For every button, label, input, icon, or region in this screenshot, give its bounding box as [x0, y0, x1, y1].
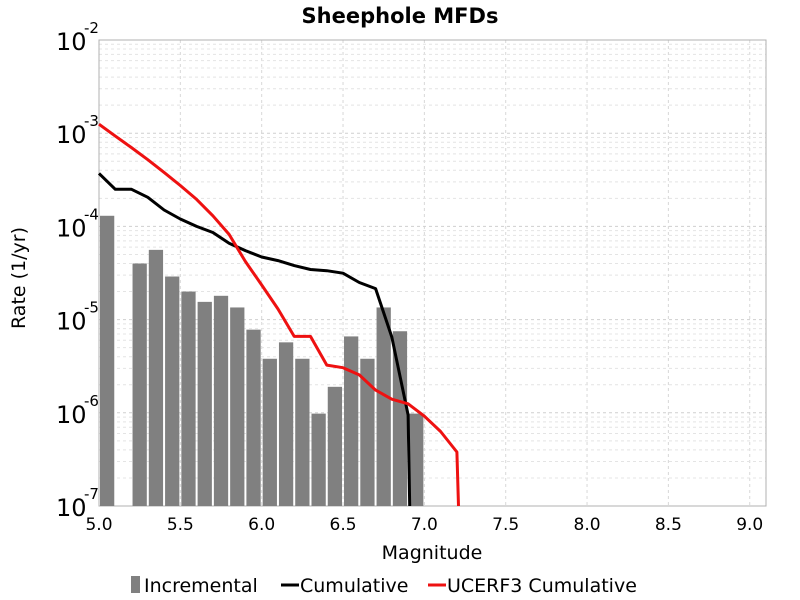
cumulative-line	[97, 172, 412, 507]
chart-title: Sheephole MFDs	[302, 4, 499, 28]
y-axis-ticks: 10-710-610-510-410-310-2	[56, 19, 99, 522]
x-tick-label: 8.0	[574, 515, 601, 535]
x-tick-label: 5.5	[167, 515, 194, 535]
incremental-bars	[100, 215, 424, 506]
y-tick-exponent: -5	[84, 299, 99, 317]
incremental-bar	[148, 249, 164, 506]
y-tick-base: 10	[56, 28, 87, 56]
incremental-bar	[262, 358, 277, 506]
y-tick-exponent: -4	[84, 205, 99, 223]
incremental-bar	[295, 358, 310, 506]
y-tick-base: 10	[56, 214, 87, 242]
incremental-bar	[165, 276, 180, 506]
y-tick-exponent: -7	[84, 485, 99, 503]
x-axis-ticks: 5.0 5.5 6.0 6.5 7.0 7.5 8.0 8.5 9.0	[85, 515, 763, 535]
incremental-bar	[213, 295, 229, 506]
y-tick-label: 10-6	[56, 392, 99, 429]
y-tick-label: 10-7	[56, 485, 99, 522]
legend-label: Cumulative	[300, 575, 408, 597]
x-tick-label: 7.0	[411, 515, 438, 535]
incremental-bar	[376, 307, 391, 506]
y-tick-base: 10	[56, 121, 87, 149]
y-tick-exponent: -6	[84, 392, 99, 410]
y-tick-label: 10-2	[56, 19, 99, 56]
y-tick-base: 10	[56, 401, 87, 429]
x-tick-label: 8.5	[655, 515, 682, 535]
x-tick-label: 9.0	[736, 515, 763, 535]
incremental-bar	[327, 386, 343, 506]
x-axis-label: Magnitude	[382, 542, 483, 564]
incremental-bar	[360, 358, 375, 506]
y-tick-label: 10-3	[56, 112, 99, 149]
x-tick-label: 6.0	[248, 515, 275, 535]
y-tick-exponent: -3	[84, 112, 99, 130]
y-axis-label: Rate (1/yr)	[8, 227, 30, 329]
incremental-bar	[181, 291, 196, 506]
incremental-bar	[409, 413, 424, 506]
incremental-bar	[311, 413, 326, 506]
x-tick-label: 7.5	[492, 515, 519, 535]
incremental-bar	[197, 301, 212, 506]
legend-label: Incremental	[144, 575, 258, 597]
incremental-bar	[344, 336, 359, 506]
x-tick-label: 5.0	[85, 515, 112, 535]
incremental-bar	[278, 342, 294, 506]
x-tick-label: 6.5	[330, 515, 357, 535]
y-tick-exponent: -2	[84, 19, 99, 37]
incremental-bar	[100, 215, 115, 506]
y-tick-base: 10	[56, 494, 87, 522]
y-tick-label: 10-5	[56, 299, 99, 336]
incremental-bar	[246, 329, 261, 506]
legend-swatch-incremental	[131, 576, 140, 593]
ucerf3-cumulative-line	[98, 122, 460, 507]
incremental-bar	[230, 307, 245, 506]
plot-area	[98, 39, 767, 507]
y-tick-base: 10	[56, 308, 87, 336]
incremental-bar	[392, 331, 408, 506]
cumulative-lines	[97, 122, 460, 507]
incremental-bar	[132, 263, 147, 506]
y-tick-label: 10-4	[56, 205, 99, 242]
legend-label: UCERF3 Cumulative	[447, 575, 637, 597]
legend: Incremental Cumulative UCERF3 Cumulative	[131, 575, 637, 597]
